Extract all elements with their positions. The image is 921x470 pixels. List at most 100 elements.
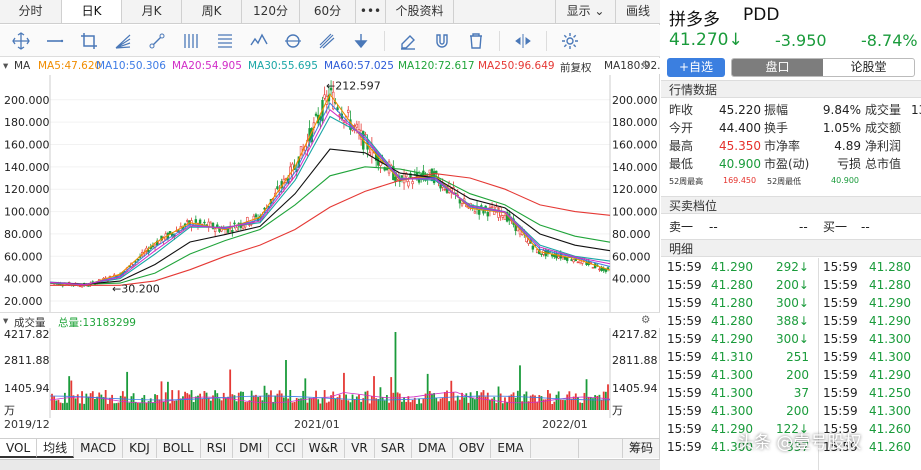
magnet-icon[interactable] (425, 27, 459, 55)
ma-item: MA10:50.306 (96, 60, 166, 72)
indicator-vol[interactable]: VOL (0, 439, 38, 458)
tab-60min[interactable]: 60分 (300, 0, 356, 23)
indicator-macd[interactable]: MACD (74, 439, 124, 458)
volume-title: 成交量 (14, 317, 46, 329)
volume-bar (579, 402, 581, 410)
tab-monthly-k[interactable]: 月K (122, 0, 182, 23)
volume-bar (461, 392, 463, 410)
ma-toggle-icon[interactable]: ▾ (3, 60, 9, 72)
add-watchlist-button[interactable]: +自选 (667, 58, 725, 77)
orderbook-section-title: 买卖档位 (661, 196, 921, 214)
indicator-chips[interactable]: 筹码 (621, 439, 660, 458)
volume-bar (323, 390, 326, 410)
volume-bar (57, 399, 60, 410)
cycle-icon[interactable] (276, 27, 310, 55)
tab-order-book[interactable]: 盘口 (732, 59, 823, 76)
tick-volume: 300↓ (776, 332, 809, 346)
volume-toggle-icon[interactable]: ▾ (3, 315, 9, 327)
vertical-lines-icon[interactable] (174, 27, 208, 55)
indicator-dmi[interactable]: DMI (233, 439, 270, 458)
indicator-obv[interactable]: OBV (453, 439, 492, 458)
volume-bar (177, 390, 180, 410)
stock-name: 拼多多 (669, 10, 720, 30)
indicator-boll[interactable]: BOLL (157, 439, 201, 458)
tab-timeshare[interactable]: 分时 (0, 0, 62, 23)
indicator-cci[interactable]: CCI (269, 439, 303, 458)
draw-line-button[interactable]: 画线 (625, 4, 650, 18)
indicator-kdj[interactable]: KDJ (123, 439, 157, 458)
tab-weekly-k[interactable]: 周K (182, 0, 242, 23)
volume-bar (244, 402, 247, 410)
fan-lines-icon[interactable] (106, 27, 140, 55)
volume-bar (454, 400, 457, 410)
split-icon[interactable] (506, 27, 540, 55)
volume-bar (328, 401, 330, 410)
tab-120min[interactable]: 120分 (242, 0, 300, 23)
indicator-ma[interactable]: 均线 (37, 439, 75, 458)
crop-icon[interactable] (72, 27, 106, 55)
ma-line-ma250 (50, 173, 611, 286)
eraser-icon[interactable] (391, 27, 425, 55)
ma-settings-icon[interactable]: ⚙ (641, 59, 651, 71)
tab-daily-k[interactable]: 日K (62, 0, 122, 23)
arrow-down-icon[interactable] (344, 27, 378, 55)
volume-chart[interactable]: 4217.82 2811.88 1405.94 万 4217.82 2811.88 1405… (0, 328, 660, 418)
volume-bar (504, 397, 506, 410)
segment-icon[interactable] (140, 27, 174, 55)
tick-price: 41.280 (711, 314, 753, 328)
horizontal-line-icon[interactable] (38, 27, 72, 55)
volume-bar (76, 394, 79, 410)
tick-list[interactable]: 15:59 41.290 292↓ 15:59 41.280 15:59 41.280 200… (661, 258, 921, 470)
quote-section-title: 行情数据 (661, 80, 921, 98)
volume-bar (201, 398, 204, 410)
indicator-vr[interactable]: VR (345, 439, 375, 458)
indicator-ema[interactable]: EMA (491, 439, 531, 458)
tick-price: 41.300 (711, 368, 753, 382)
ticks-section-title: 明细 (661, 239, 921, 257)
volume-settings-icon[interactable]: ⚙ (641, 314, 651, 326)
toolbar-divider (546, 30, 547, 51)
tab-more[interactable]: ••• (356, 0, 386, 23)
crosshair-icon[interactable] (4, 27, 38, 55)
volume-bar (184, 391, 186, 410)
plot-area (50, 75, 610, 312)
indicator-sar[interactable]: SAR (375, 439, 413, 458)
price-axis-label: 80.000 (4, 228, 43, 241)
tick-price: 41.290 (869, 314, 911, 328)
indicator-wr[interactable]: W&R (303, 439, 346, 458)
indicator-rsi[interactable]: RSI (201, 439, 234, 458)
stat-row: 今开 44.400 换手 1.05% 成交额 (661, 119, 921, 137)
tick-volume: 122↓ (776, 422, 809, 436)
volume-bar (317, 399, 320, 410)
price-chart[interactable]: 200.000 180.000 160.000 140.000 120.000 100.0… (0, 75, 660, 312)
trash-icon[interactable] (459, 27, 493, 55)
price-axis-label: 60.000 (612, 250, 651, 263)
date-axis: 2019/12 2021/01 2022/01 (0, 418, 660, 432)
candle-body (546, 249, 550, 255)
tab-stock-profile[interactable]: 个股资料 (386, 0, 454, 23)
volume-bar (160, 381, 163, 410)
display-dropdown[interactable]: 显示 ⌄ (556, 0, 616, 23)
volume-bar (407, 396, 410, 410)
indicator-dma[interactable]: DMA (412, 439, 453, 458)
volume-bar (474, 399, 476, 410)
volume-bar (602, 391, 605, 410)
wave-icon[interactable] (242, 27, 276, 55)
volume-bar (85, 393, 88, 410)
tick-time: 15:59 (667, 314, 702, 328)
buy1-label: 买一 (823, 220, 848, 234)
candle-body (540, 253, 543, 255)
indicator-blank[interactable] (531, 439, 579, 458)
tick-time: 15:59 (667, 278, 702, 292)
levels-icon[interactable] (208, 27, 242, 55)
volume-bar (544, 399, 547, 410)
price-axis-label: 100.000 (612, 206, 658, 219)
gear-icon[interactable] (553, 27, 587, 55)
stat-label: 成交额 (865, 121, 902, 135)
tab-forum[interactable]: 论股堂 (850, 60, 887, 74)
pitchfork-icon[interactable] (310, 27, 344, 55)
volume-bar (334, 398, 337, 410)
tick-time: 15:59 (823, 368, 858, 382)
volume-bar (448, 401, 451, 410)
volume-bar (308, 397, 311, 410)
